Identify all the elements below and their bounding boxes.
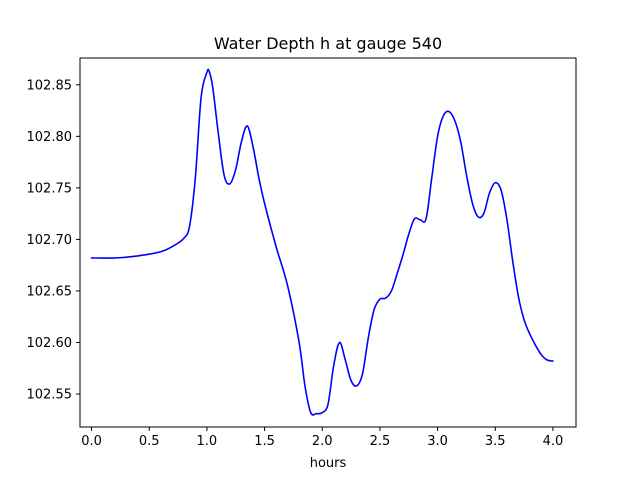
series-line (90, 68, 554, 416)
y-tick-label: 102.70 (27, 233, 73, 248)
x-tick-label: 3.0 (427, 434, 448, 449)
x-tick-label: 4.0 (543, 434, 564, 449)
x-tick-label: 0.5 (139, 434, 160, 449)
series-layer (90, 68, 554, 416)
x-axis: 0.0 0.5 1.0 1.5 2.0 2.5 3.0 3.5 4.0 (81, 427, 563, 449)
x-tick-label: 2.0 (312, 434, 333, 449)
y-tick-label: 102.80 (27, 130, 73, 145)
x-tick-label: 3.5 (485, 434, 506, 449)
x-axis-label: hours (310, 456, 347, 471)
y-tick-label: 102.55 (27, 388, 73, 403)
x-tick-label: 1.5 (254, 434, 275, 449)
y-tick-label: 102.85 (27, 78, 73, 93)
chart-title: Water Depth h at gauge 540 (214, 34, 442, 53)
x-tick-label: 0.0 (81, 434, 102, 449)
plot-area-frame (79, 57, 577, 428)
y-tick-label: 102.60 (27, 336, 73, 351)
x-tick-label: 1.0 (197, 434, 218, 449)
y-axis: 102.55 102.60 102.65 102.70 102.75 102.80 102.… (27, 78, 80, 403)
x-tick-label: 2.5 (370, 434, 391, 449)
y-tick-label: 102.65 (27, 284, 73, 299)
y-tick-label: 102.75 (27, 181, 73, 196)
